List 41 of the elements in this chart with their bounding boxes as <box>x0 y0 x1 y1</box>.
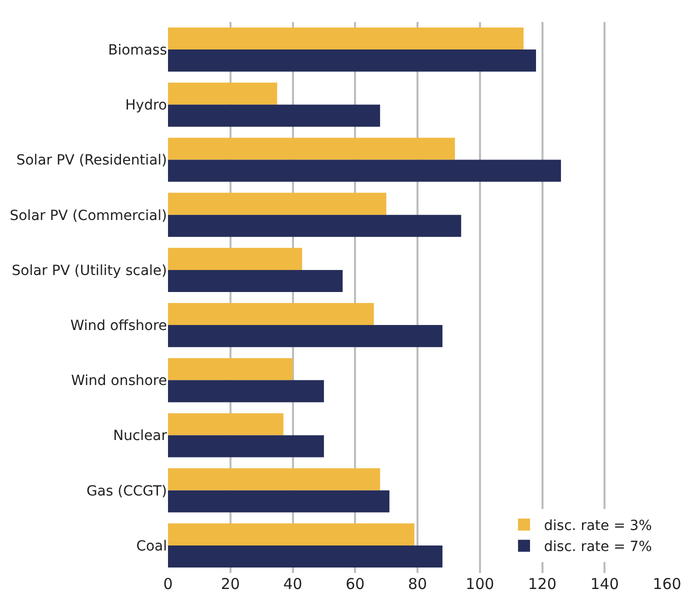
y-tick-label: Solar PV (Residential) <box>16 152 167 169</box>
y-tick-label: Biomass <box>108 42 167 58</box>
x-tick-label: 0 <box>163 575 173 593</box>
bar <box>168 50 536 72</box>
bar <box>168 490 390 512</box>
bar <box>168 325 442 348</box>
y-tick-label: Wind offshore <box>70 318 167 334</box>
bar <box>168 28 524 50</box>
x-tick-label: 120 <box>528 575 557 593</box>
bar <box>168 435 324 458</box>
y-tick-label: Gas (CCGT) <box>86 483 167 500</box>
bar <box>168 358 293 380</box>
bar <box>168 523 414 546</box>
bar <box>168 468 380 490</box>
y-tick-label: Solar PV (Commercial) <box>10 208 167 224</box>
bar <box>168 380 324 402</box>
bar <box>168 192 386 215</box>
bar <box>168 160 561 182</box>
y-tick-label: Nuclear <box>113 428 168 444</box>
bar <box>168 545 442 568</box>
legend-label: disc. rate = 3% <box>544 518 652 534</box>
y-tick-label: Coal <box>136 538 167 554</box>
x-tick-label: 160 <box>652 575 682 593</box>
x-tick-label: 60 <box>346 575 365 593</box>
bar <box>168 82 278 105</box>
bar <box>168 270 343 292</box>
legend-label: disc. rate = 7% <box>544 539 652 556</box>
y-tick-label: Hydro <box>125 98 167 114</box>
x-tick-label: 40 <box>283 575 302 593</box>
bar <box>168 104 380 127</box>
y-tick-label: Solar PV (Utility scale) <box>12 262 167 279</box>
bar <box>168 413 284 436</box>
y-tick-label: Wind onshore <box>71 373 167 390</box>
bar <box>168 138 455 160</box>
bar <box>168 248 302 270</box>
x-tick-label: 20 <box>220 575 240 593</box>
x-tick-label: 80 <box>408 575 428 593</box>
bar <box>168 303 374 326</box>
x-tick-label: 100 <box>466 575 494 593</box>
bar <box>168 214 462 237</box>
x-tick-label: 140 <box>590 575 619 593</box>
